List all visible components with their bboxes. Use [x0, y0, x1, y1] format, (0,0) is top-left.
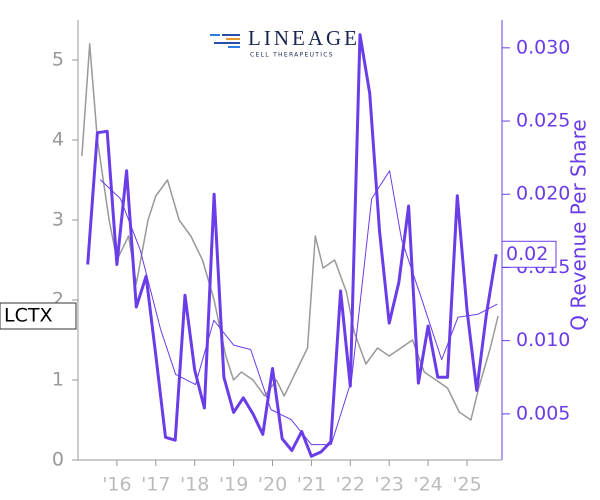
y-tick-label: 0 [52, 449, 64, 471]
x-tick-label: '24 [413, 474, 442, 496]
series-line [81, 43, 499, 421]
x-tick-label: '19 [219, 474, 248, 496]
y-tick-label: 4 [52, 129, 64, 151]
series-tag-box [0, 302, 77, 330]
value-tag: 0.02 [506, 243, 548, 265]
y2-tick-label: 0.030 [516, 36, 570, 58]
logo-mark [214, 42, 240, 44]
y-tick-label: 5 [52, 49, 64, 71]
series-line [86, 33, 498, 458]
x-tick-label: '23 [374, 474, 403, 496]
logo-mark [222, 34, 240, 36]
logo-tagline: CELL THERAPEUTICS [250, 52, 334, 59]
y2-tick-label: 0.005 [516, 402, 570, 424]
logo-mark [228, 46, 240, 48]
x-tick-label: '25 [452, 474, 481, 496]
y-tick-label: 1 [52, 369, 64, 391]
y2-tick-label: 0.025 [516, 110, 570, 132]
series-line [99, 170, 498, 446]
logo-mark [210, 34, 220, 36]
logo-mark [226, 38, 240, 40]
y2-tick-label: 0.010 [516, 329, 570, 351]
y2-axis-title: Q Revenue Per Share [567, 119, 591, 331]
x-tick-label: '16 [102, 474, 131, 496]
value-tag-box [501, 240, 557, 268]
series-tag: LCTX [4, 305, 52, 327]
x-tick-label: '20 [258, 474, 287, 496]
x-tick-label: '18 [180, 474, 209, 496]
y-tick-label: 3 [52, 209, 64, 231]
logo-name: LINEAGE [248, 26, 360, 50]
x-tick-label: '17 [141, 474, 170, 496]
x-tick-label: '21 [297, 474, 326, 496]
logo: LINEAGE CELL THERAPEUTICS [210, 26, 360, 59]
y2-tick-label: 0.020 [516, 183, 570, 205]
x-tick-label: '22 [336, 474, 365, 496]
